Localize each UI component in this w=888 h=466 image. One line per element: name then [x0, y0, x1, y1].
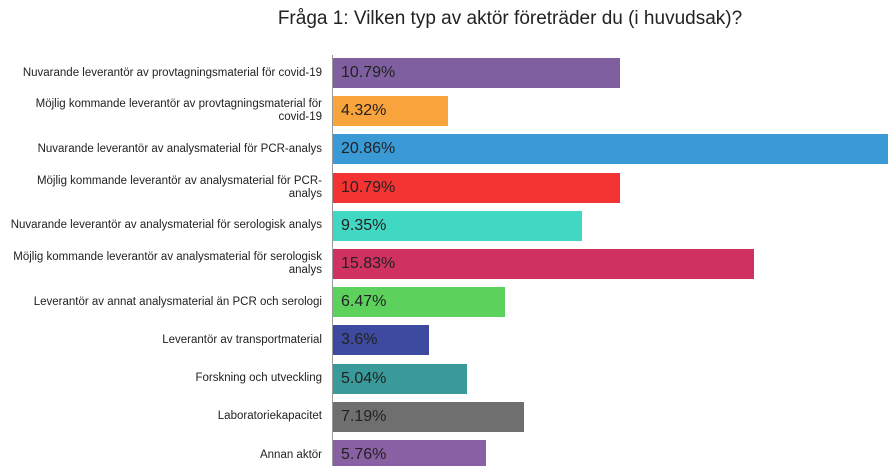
category-label: Leverantör av transportmaterial: [0, 323, 322, 357]
category-text: Annan aktör: [259, 448, 322, 461]
chart-title: Fråga 1: Vilken typ av aktör företräder …: [277, 8, 743, 29]
bar: [333, 325, 429, 356]
value-label: 15.83%: [341, 255, 396, 272]
bar: [333, 58, 621, 88]
y-axis-line: [332, 55, 333, 466]
category-text: Leverantör av transportmaterial: [162, 333, 322, 346]
value-label: 5.04%: [341, 369, 387, 387]
bar: [333, 210, 582, 241]
category-text: Möjlig kommande leverantör av provtagnin…: [35, 98, 322, 124]
value-label: 10.79%: [341, 178, 396, 196]
category-label: Möjlig kommande leverantör av provtagnin…: [0, 94, 322, 128]
value-label: 6.47%: [341, 293, 387, 311]
value-label: 10.79%: [341, 64, 396, 81]
value-label: 3.6%: [341, 331, 378, 349]
bar: [333, 287, 506, 318]
value-label: 5.76%: [341, 446, 387, 463]
category-text: Leverantör av annat analysmaterial än PC…: [33, 295, 322, 308]
value-label: 9.35%: [341, 216, 387, 234]
value-label: 7.19%: [341, 407, 387, 425]
category-label: Leverantör av annat analysmaterial än PC…: [0, 285, 322, 319]
value-label: 4.32%: [341, 102, 387, 120]
bar: [333, 401, 525, 432]
category-text: Möjlig kommande leverantör av analysmate…: [36, 174, 322, 200]
category-text: Forskning och utveckling: [195, 372, 322, 385]
category-label: Forskning och utveckling: [0, 362, 322, 396]
category-label: Möjlig kommande leverantör av analysmate…: [0, 247, 322, 281]
bar: [333, 172, 621, 203]
category-label: Nuvarande leverantör av provtagningsmate…: [0, 56, 322, 90]
category-label: Laboratoriekapacitet: [0, 400, 322, 434]
bar: [333, 440, 487, 466]
value-label: 20.86%: [341, 140, 396, 158]
category-text: Nuvarande leverantör av analysmaterial f…: [37, 142, 322, 155]
category-label: Nuvarande leverantör av analysmaterial f…: [0, 132, 322, 166]
category-text: Nuvarande leverantör av provtagningsmate…: [22, 66, 322, 79]
category-label: Annan aktör: [0, 438, 322, 466]
category-label: Möjlig kommande leverantör av analysmate…: [0, 171, 322, 205]
bar: [333, 249, 755, 279]
bar: [333, 363, 468, 394]
category-text: Möjlig kommande leverantör av analysmate…: [13, 251, 322, 276]
bar: [333, 96, 448, 127]
bar: [333, 134, 888, 165]
category-label: Nuvarande leverantör av analysmaterial f…: [0, 209, 322, 243]
category-text: Nuvarande leverantör av analysmaterial f…: [10, 219, 322, 232]
category-text: Laboratoriekapacitet: [217, 410, 322, 423]
